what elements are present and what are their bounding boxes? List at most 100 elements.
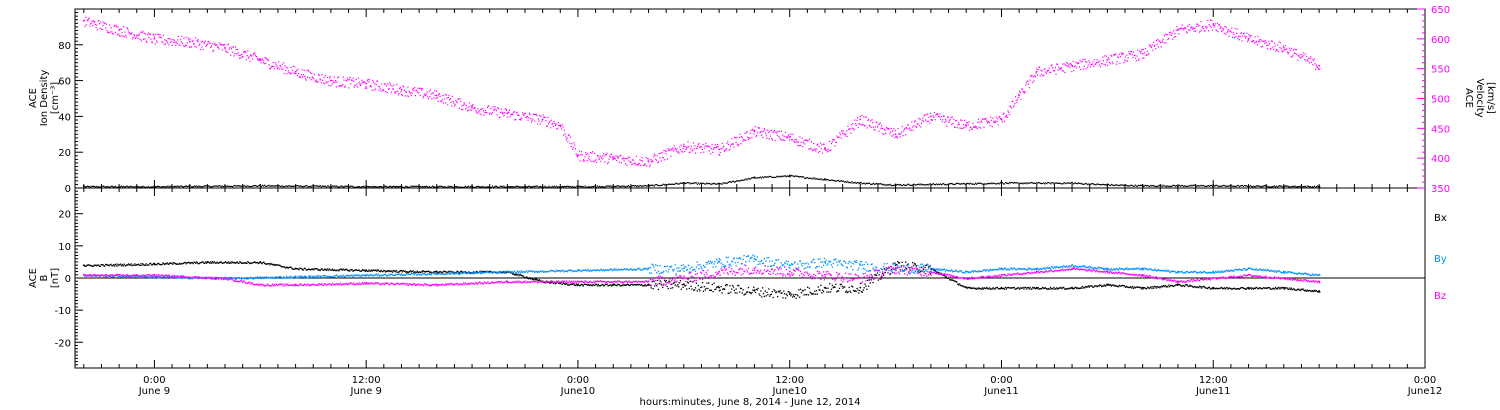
data-point: [261, 185, 263, 188]
data-point: [311, 185, 313, 187]
data-point: [948, 183, 950, 186]
data-point: [694, 152, 697, 154]
data-point: [1141, 52, 1144, 55]
data-point: [196, 39, 198, 41]
data-point: [1191, 286, 1194, 288]
data-point: [291, 185, 294, 187]
data-point: [548, 123, 550, 125]
data-point: [795, 141, 797, 143]
data-point: [1100, 63, 1102, 65]
data-point: [678, 183, 680, 185]
data-point: [1204, 286, 1206, 289]
data-point: [779, 176, 781, 178]
data-point: [959, 284, 962, 286]
data-point: [1243, 287, 1245, 290]
data-point: [1285, 48, 1287, 50]
data-point: [1131, 285, 1134, 288]
data-point: [698, 288, 700, 291]
data-point: [440, 101, 443, 103]
data-point: [607, 161, 609, 163]
data-point: [272, 61, 274, 63]
data-point: [867, 285, 870, 287]
data-point: [874, 129, 876, 131]
data-point: [319, 269, 321, 272]
data-point: [601, 186, 603, 188]
data-point: [433, 97, 435, 99]
data-point: [577, 155, 579, 157]
data-point: [490, 186, 492, 189]
data-point: [1200, 184, 1202, 186]
data-point: [578, 185, 580, 187]
data-point: [1107, 284, 1109, 286]
data-point: [1315, 289, 1317, 292]
data-point: [1039, 75, 1041, 77]
data-point: [109, 186, 111, 188]
data-point: [735, 180, 738, 182]
data-point: [1087, 64, 1089, 66]
data-point: [1146, 185, 1148, 187]
data-point: [1049, 71, 1051, 74]
data-point: [897, 128, 899, 130]
data-point: [114, 263, 117, 266]
data-point: [818, 289, 820, 291]
data-point: [416, 270, 419, 272]
data-point: [111, 185, 113, 187]
data-point: [677, 183, 679, 185]
data-point: [282, 186, 284, 188]
data-point: [156, 41, 158, 43]
data-point: [390, 186, 393, 188]
data-point: [342, 76, 344, 78]
data-point: [1055, 73, 1057, 75]
data-point: [967, 183, 969, 185]
data-point: [146, 41, 148, 44]
data-point: [935, 270, 937, 272]
data-point: [555, 185, 557, 187]
data-point: [308, 70, 310, 73]
data-point: [583, 186, 585, 188]
data-point: [1218, 287, 1220, 290]
data-point: [1312, 290, 1315, 293]
data-point: [1312, 59, 1315, 62]
data-point: [947, 183, 949, 185]
data-point: [317, 269, 320, 271]
data-point: [167, 38, 169, 40]
data-point: [82, 264, 85, 267]
data-point: [710, 153, 712, 155]
data-point: [113, 186, 115, 188]
data-point: [1255, 286, 1257, 289]
data-point: [640, 284, 642, 286]
data-point: [890, 184, 892, 187]
data-point: [576, 156, 579, 158]
data-point: [441, 99, 443, 101]
data-point: [1239, 35, 1241, 38]
data-point: [1033, 287, 1035, 289]
data-point: [1282, 46, 1285, 49]
data-point: [926, 264, 928, 266]
data-point: [844, 286, 846, 288]
data-point: [569, 186, 571, 188]
data-point: [377, 269, 380, 271]
data-point: [642, 160, 644, 162]
data-point: [655, 283, 657, 285]
data-point: [750, 129, 752, 131]
data-point: [277, 66, 279, 69]
data-point: [1098, 61, 1100, 63]
data-point: [1242, 185, 1245, 188]
data-point: [944, 276, 947, 278]
data-point: [1154, 286, 1157, 288]
data-point: [720, 148, 722, 150]
data-point: [1042, 287, 1045, 289]
data-point: [696, 148, 698, 150]
data-point: [262, 59, 264, 61]
data-point: [813, 149, 815, 151]
data-point: [1258, 287, 1260, 290]
data-point: [1272, 185, 1274, 188]
data-point: [271, 65, 273, 67]
data-point: [1030, 288, 1032, 290]
data-point: [894, 262, 896, 264]
data-point: [750, 292, 752, 295]
data-point: [674, 284, 676, 286]
data-point: [118, 28, 121, 31]
data-point: [762, 292, 765, 295]
data-point: [986, 183, 988, 185]
